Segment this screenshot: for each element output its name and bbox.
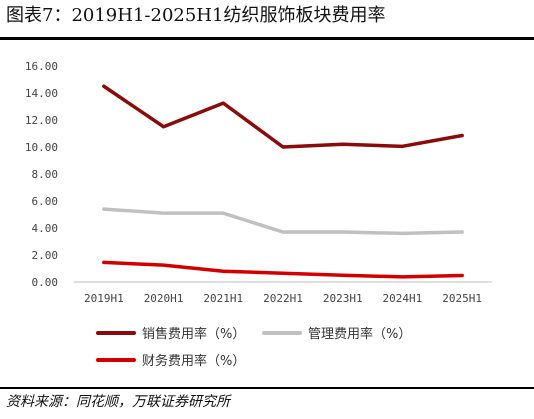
y-tick-label: 12.00 — [25, 114, 58, 127]
data-point — [460, 274, 464, 278]
y-tick-label: 0.00 — [32, 276, 59, 289]
data-point — [460, 134, 464, 138]
data-point — [281, 145, 285, 149]
data-point — [162, 125, 166, 129]
data-point — [102, 260, 106, 264]
data-point — [341, 230, 345, 234]
data-point — [341, 273, 345, 277]
data-point — [221, 101, 225, 105]
data-point — [400, 275, 404, 279]
x-tick-label: 2023H1 — [323, 292, 363, 305]
chart-title: 图表7：2019H1-2025H1纺织服饰板块费用率 — [6, 5, 386, 26]
data-point — [341, 142, 345, 146]
y-tick-label: 16.00 — [25, 60, 58, 73]
source-note: 资料来源：同花顺，万联证券研究所 — [6, 394, 230, 410]
data-point — [281, 230, 285, 234]
y-tick-label: 10.00 — [25, 141, 58, 154]
x-tick-label: 2022H1 — [263, 292, 303, 305]
legend: 销售费用率（%） 管理费用率（%） 财务费用率（%） — [96, 326, 411, 369]
data-point — [400, 144, 404, 148]
y-tick-label: 2.00 — [32, 249, 59, 262]
data-point — [162, 263, 166, 267]
x-tick-label: 2024H1 — [383, 292, 423, 305]
y-tick-label: 14.00 — [25, 87, 58, 100]
series-line — [102, 84, 464, 149]
x-tick-label: 2025H1 — [442, 292, 482, 305]
legend-label: 财务费用率（%） — [142, 353, 245, 369]
x-tick-label: 2021H1 — [203, 292, 243, 305]
y-tick-label: 4.00 — [32, 222, 59, 235]
y-axis: 0.00 2.00 4.00 6.00 8.00 10.00 12.00 14.00 16.00 — [25, 60, 58, 289]
data-point — [102, 84, 106, 88]
series-layer — [102, 84, 464, 279]
x-tick-label: 2019H1 — [84, 292, 124, 305]
data-point — [102, 207, 106, 211]
series-line — [102, 207, 464, 236]
y-tick-label: 6.00 — [32, 195, 59, 208]
line-chart: 0.00 2.00 4.00 6.00 8.00 10.00 12.00 14.00 16.00… — [25, 60, 492, 369]
legend-label: 管理费用率（%） — [308, 326, 411, 342]
data-point — [221, 211, 225, 215]
x-tick-label: 2020H1 — [144, 292, 184, 305]
y-tick-label: 8.00 — [32, 168, 59, 181]
x-axis: 2019H1 2020H1 2021H1 2022H1 2023H1 2024H1 2025… — [74, 281, 492, 305]
data-point — [221, 269, 225, 273]
data-point — [460, 230, 464, 234]
data-point — [281, 271, 285, 275]
title-divider — [0, 37, 534, 40]
data-point — [400, 231, 404, 235]
footer-divider — [0, 387, 534, 389]
data-point — [162, 211, 166, 215]
legend-label: 销售费用率（%） — [142, 326, 245, 342]
